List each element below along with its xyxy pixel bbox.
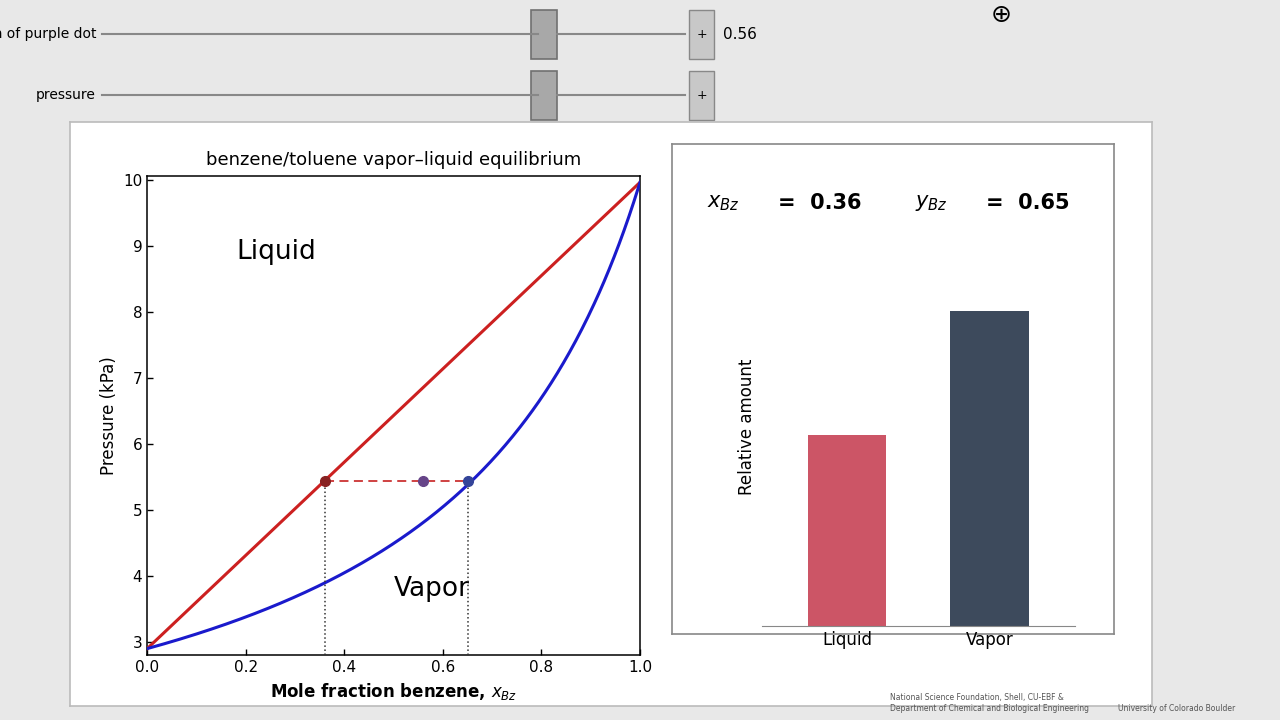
Text: $y_{Bz}$: $y_{Bz}$	[915, 193, 947, 212]
Bar	[808, 435, 886, 626]
Text: pressure: pressure	[36, 89, 96, 102]
Text: +: +	[696, 89, 707, 102]
Y-axis label: Relative amount: Relative amount	[739, 359, 756, 495]
X-axis label: Mole fraction benzene, $\mathit{x}_{Bz}$: Mole fraction benzene, $\mathit{x}_{Bz}$	[270, 680, 517, 701]
Text: Liquid: Liquid	[236, 239, 316, 265]
Text: 0.56: 0.56	[723, 27, 756, 42]
Text: =  0.36: = 0.36	[778, 193, 861, 212]
Text: University of Colorado Boulder: University of Colorado Boulder	[1117, 704, 1235, 713]
Text: National Science Foundation, Shell, CU-EBF &
Department of Chemical and Biologic: National Science Foundation, Shell, CU-E…	[890, 693, 1088, 713]
Title: benzene/toluene vapor–liquid equilibrium: benzene/toluene vapor–liquid equilibrium	[206, 151, 581, 169]
Text: +: +	[696, 28, 707, 41]
Bar	[689, 71, 714, 120]
Bar	[531, 10, 557, 59]
Text: ⊕: ⊕	[991, 3, 1011, 27]
Y-axis label: Pressure (kPa): Pressure (kPa)	[100, 356, 118, 475]
Bar	[689, 10, 714, 59]
Text: $x_{Bz}$: $x_{Bz}$	[708, 193, 740, 212]
Bar	[951, 311, 1029, 626]
Text: mole fraction of purple dot: mole fraction of purple dot	[0, 27, 96, 41]
Text: Vapor: Vapor	[394, 576, 470, 602]
Text: =  0.65: = 0.65	[986, 193, 1069, 212]
Bar	[531, 71, 557, 120]
